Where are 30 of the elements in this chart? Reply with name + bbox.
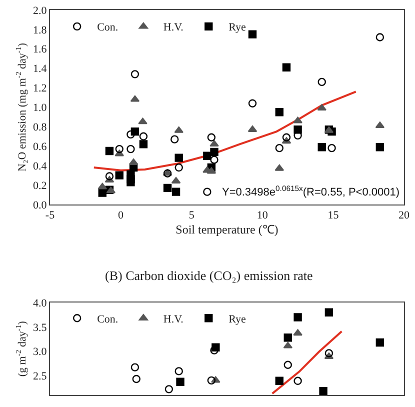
annotation: Y=0.3498e$^{0.0615x}$(R=0.55, P<0.0001)	[222, 184, 400, 199]
y-tick-label: 1.6	[33, 44, 48, 56]
legend-label: H.V.	[163, 22, 184, 34]
y-tick-label: 0.0	[33, 199, 48, 212]
chart-title: (B) Carbon dioxide (CO₂) emission rate	[105, 268, 314, 283]
y-tick-label: 2.0	[33, 4, 48, 17]
y-tick-label: 0.2	[33, 180, 47, 192]
y-tick-label: 0.4	[33, 160, 48, 172]
legend-label: Rye	[228, 22, 246, 34]
x-tick-label: 10	[256, 210, 268, 222]
legend-label: Con.	[97, 22, 118, 34]
y-tick-label: 3.0	[33, 346, 48, 358]
x-tick-label: 0	[118, 210, 124, 222]
y-tick-label: 1.2	[33, 82, 47, 95]
x-tick-label: 15	[328, 210, 340, 222]
legend-label: H.V.	[163, 313, 184, 326]
x-tick-label: -5	[45, 210, 56, 222]
x-axis-title: Soil temperature (℃)	[176, 222, 278, 237]
y-tick-label: 4.0	[33, 298, 48, 310]
y-tick-label: 3.5	[33, 322, 48, 334]
legend-label: Rye	[228, 313, 246, 326]
y-tick-label: 2.5	[33, 370, 48, 382]
x-tick-label: 20	[398, 210, 410, 222]
x-tick-label: 5	[188, 210, 195, 222]
y-tick-label: 1.4	[33, 63, 48, 76]
y-tick-label: 0.6	[33, 140, 48, 153]
legend-label: Con.	[97, 313, 118, 326]
y-tick-label: 1.8	[33, 24, 48, 36]
y-tick-label: 0.8	[33, 122, 48, 134]
y-tick-label: 1.0	[33, 102, 48, 114]
